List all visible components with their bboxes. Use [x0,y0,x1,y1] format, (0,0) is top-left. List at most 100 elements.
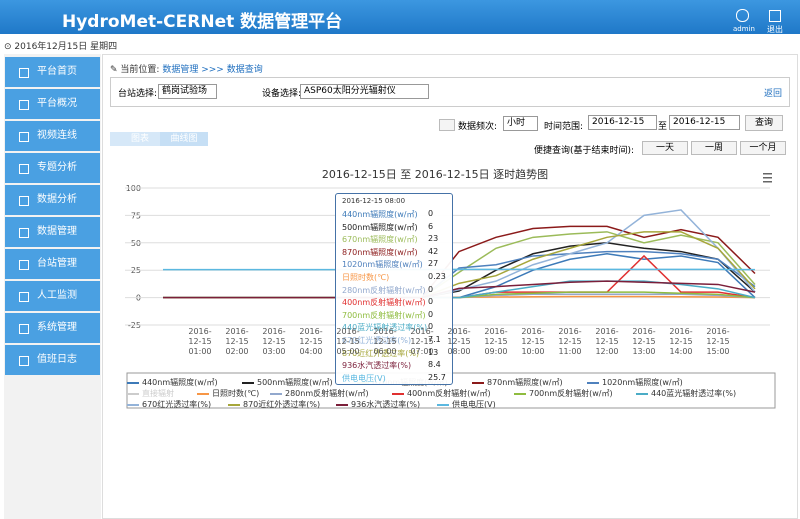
legend-swatch [127,382,139,384]
menu-item[interactable]: 系统管理 [5,313,100,343]
menu-item[interactable]: 视频连线 [5,121,100,151]
tooltip-name: 440nm辐照度(w/㎡) [342,210,418,219]
tooltip-name: 700nm反射辐射(w/㎡) [342,310,426,320]
device-select[interactable]: ASP60太阳分光辐射仪 [300,84,429,99]
tooltip-name: 670nm辐照度(w/㎡) [342,235,418,245]
menu-item[interactable]: 专题分析 [5,153,100,183]
legend-label: 400nm反射辐射(w/㎡) [407,389,491,398]
x-tick-label: 2016-12-15 13:00 [632,327,656,356]
legend-label: 440nm辐照度(w/㎡) [142,378,218,387]
tab-table[interactable]: 图表 [110,132,170,146]
chart: 2016-12-15日 至 2016-12-15日 逐时趋势图 -2502550… [125,168,776,409]
quick-label: 便捷查询(基于结束时间): [534,146,635,156]
menu-item[interactable]: 数据管理 [5,217,100,247]
legend-swatch [514,393,526,395]
logout-icon [769,10,781,22]
menu-icon [19,292,29,302]
legend-label: 440蓝光辐射透过率(%) [651,389,737,398]
bc-page[interactable]: 数据查询 [226,65,263,75]
x-tick-label: 2016-12-15 05:00 [336,327,360,356]
tooltip-value: 0 [428,309,434,319]
tooltip-value: 25.7 [428,372,446,382]
app-title: HydroMet-CERNet 数据管理平台 [62,12,343,32]
menu-icon [19,100,29,110]
legend-swatch [242,382,254,384]
to: 至 [658,122,668,132]
tooltip-value: 23 [428,234,439,244]
tooltip-value: 6 [428,221,434,231]
user-icon [736,9,749,22]
filter-box [110,77,790,107]
legend-swatch [437,404,449,406]
bc-section[interactable]: 数据管理 [162,65,199,75]
end-date[interactable]: 2016-12-15 [669,115,740,130]
x-tick-label: 2016-12-15 08:00 [447,327,471,356]
quick-button[interactable]: 一个月 [740,141,786,155]
logout[interactable]: 退出 [767,25,783,34]
tooltip-value: 42 [428,246,439,256]
menu-icon[interactable] [763,173,772,183]
menu-item[interactable]: 人工监测 [5,281,100,311]
x-tick-label: 2016-12-15 14:00 [669,327,693,356]
menu-icon [19,68,29,78]
back-link[interactable]: 返回 [764,89,783,99]
tooltip-name: 280nm反射辐射(w/㎡) [342,285,426,295]
legend-label: 供电电压(V) [452,400,496,409]
legend-label: 670红光透过率(%) [142,400,212,409]
legend-label: 500nm辐照度(w/㎡) [257,378,333,387]
legend-label: 1020nm辐照度(w/㎡) [602,378,683,387]
menu-icon [19,196,29,206]
menu-icon [19,132,29,142]
start-date[interactable]: 2016-12-15 [588,115,657,130]
date-text: 2016年12月15日 星期四 [14,42,118,52]
y-tick-label: 25 [131,266,141,275]
bc-sep: >>> [201,65,224,75]
legend-label: 280nm反射辐射(w/㎡) [285,389,369,398]
x-tick-label: 2016-12-15 11:00 [558,327,582,356]
menu-item[interactable]: 台站管理 [5,249,100,279]
menu-icon [19,164,29,174]
legend-swatch [228,404,240,406]
tooltip-title: 2016-12-15 08:00 [342,197,406,205]
quick-button[interactable]: 一天 [642,141,688,155]
x-tick-label: 2016-12-15 09:00 [484,327,508,356]
tooltip-value: 0 [428,209,434,218]
menu-icon [19,260,29,270]
tooltip-value: 27 [428,259,439,269]
freq-select[interactable]: 小时 [503,116,538,131]
tooltip-name: 1020nm辐照度(w/㎡) [342,260,423,270]
legend-label: 直接辐射 [142,389,174,398]
x-tick-label: 2016-12-15 12:00 [595,327,619,356]
tooltip-value: 0 [428,297,434,307]
legend-swatch [197,393,209,395]
station-select[interactable]: 鹤岗试验场 [158,84,217,99]
tooltip-value: 7.1 [428,335,441,344]
x-tick-label: 2016-12-15 10:00 [521,327,545,356]
menu-item[interactable]: 平台首页 [5,57,100,87]
legend-label: 日照时数(℃) [212,389,260,398]
query-button[interactable]: 查询 [745,115,783,131]
toggle[interactable] [439,119,455,131]
tab-curve[interactable]: 曲线图 [160,132,208,146]
x-tick-label: 2016-12-15 04:00 [299,327,323,356]
chart-title: 2016-12-15日 至 2016-12-15日 逐时趋势图 [322,168,548,181]
series-line [163,280,756,299]
station-label: 台站选择: [118,89,158,99]
menu-item[interactable]: 平台概况 [5,89,100,119]
x-tick-label: 2016-12-15 15:00 [706,327,730,356]
menu-item[interactable]: 数据分析 [5,185,100,215]
tooltip-value: 0 [428,284,434,294]
tooltip-name: 500nm辐照度(w/㎡) [342,222,418,232]
user[interactable]: admin [733,25,755,33]
tooltip-value: 0 [428,322,434,332]
legend-swatch [392,393,404,395]
menu-item[interactable]: 值班日志 [5,345,100,375]
x-tick-label: 2016-12-15 03:00 [262,327,286,356]
quick-button[interactable]: 一周 [691,141,737,155]
tooltip-name: 936水汽透过率(%) [342,361,412,371]
freq-label: 数据频次: [458,122,498,132]
range-label: 时间范围: [544,122,584,132]
legend-label: 870nm辐照度(w/㎡) [487,378,563,387]
tooltip-name: 670红光透过率(%) [342,336,412,345]
